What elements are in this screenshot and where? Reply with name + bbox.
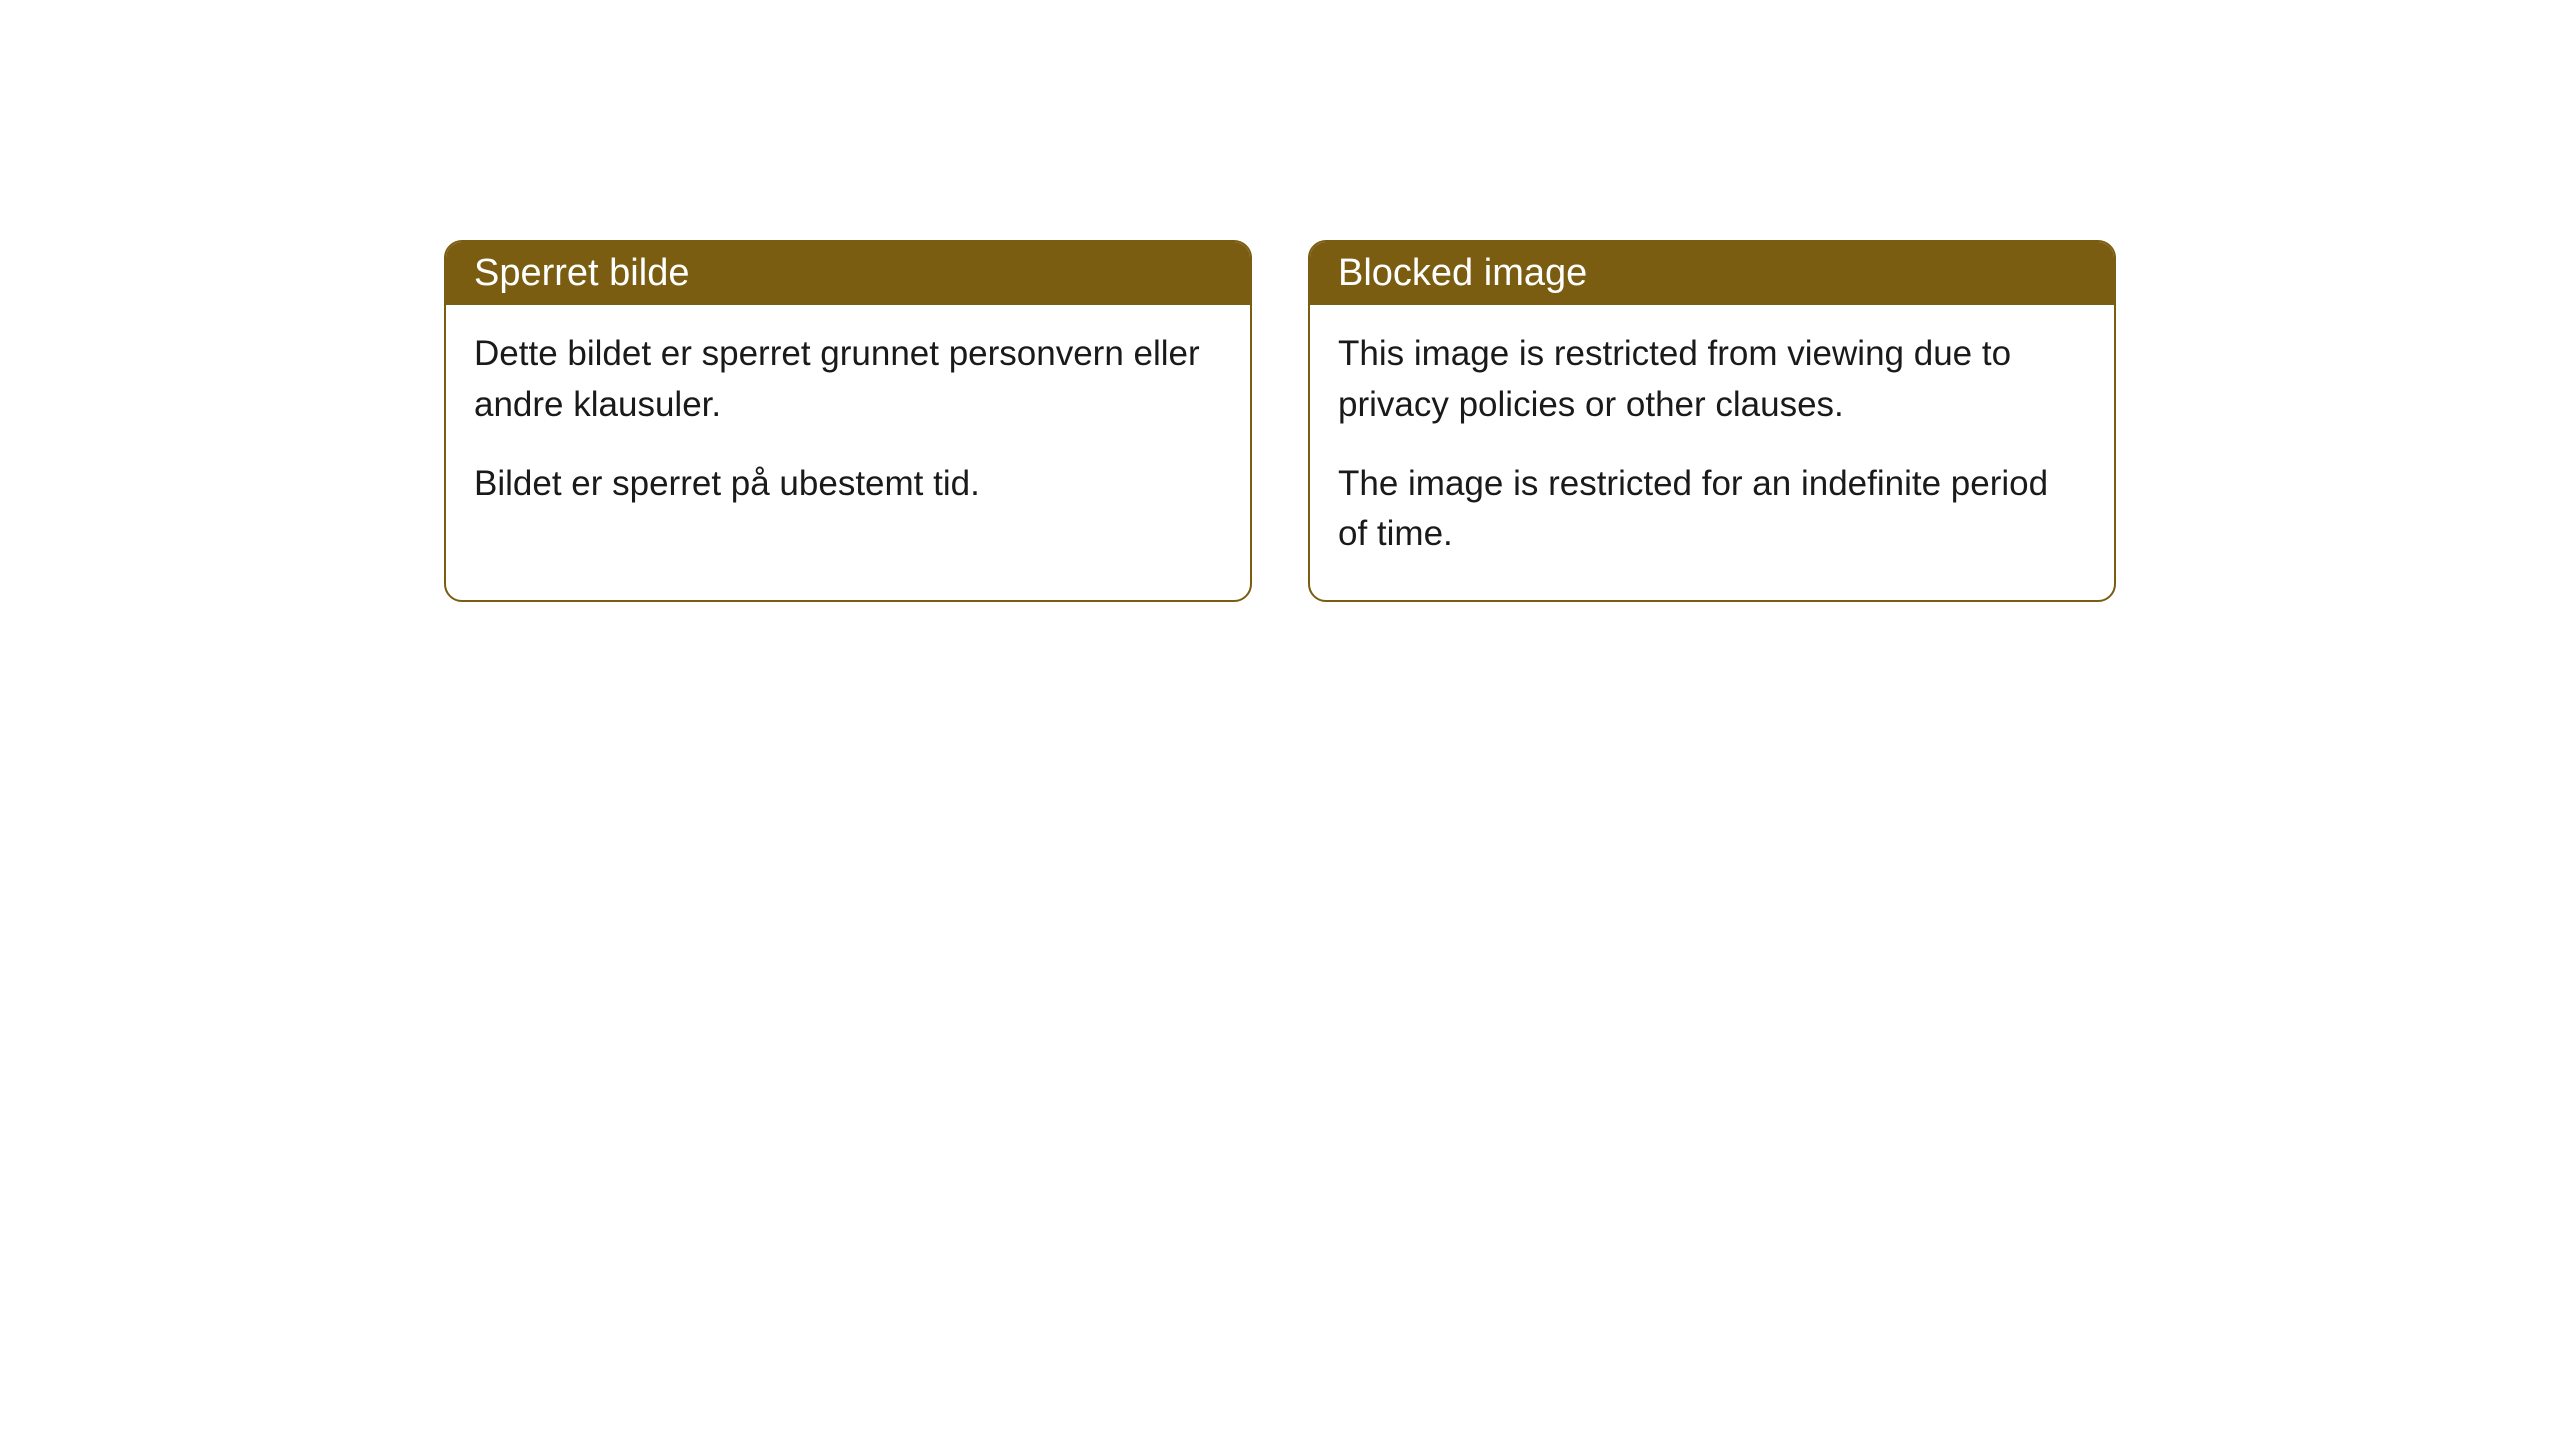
card-body: This image is restricted from viewing du…: [1310, 305, 2114, 600]
blocked-image-card-english: Blocked image This image is restricted f…: [1308, 240, 2116, 602]
card-header: Sperret bilde: [446, 242, 1250, 305]
card-title: Sperret bilde: [474, 252, 689, 294]
blocked-image-card-norwegian: Sperret bilde Dette bildet er sperret gr…: [444, 240, 1252, 602]
card-paragraph-2: Bildet er sperret på ubestemt tid.: [474, 459, 1222, 510]
card-title: Blocked image: [1338, 252, 1587, 294]
card-header: Blocked image: [1310, 242, 2114, 305]
card-body: Dette bildet er sperret grunnet personve…: [446, 305, 1250, 549]
card-paragraph-1: Dette bildet er sperret grunnet personve…: [474, 329, 1222, 431]
card-paragraph-1: This image is restricted from viewing du…: [1338, 329, 2086, 431]
notice-cards-container: Sperret bilde Dette bildet er sperret gr…: [444, 240, 2116, 602]
card-paragraph-2: The image is restricted for an indefinit…: [1338, 459, 2086, 561]
